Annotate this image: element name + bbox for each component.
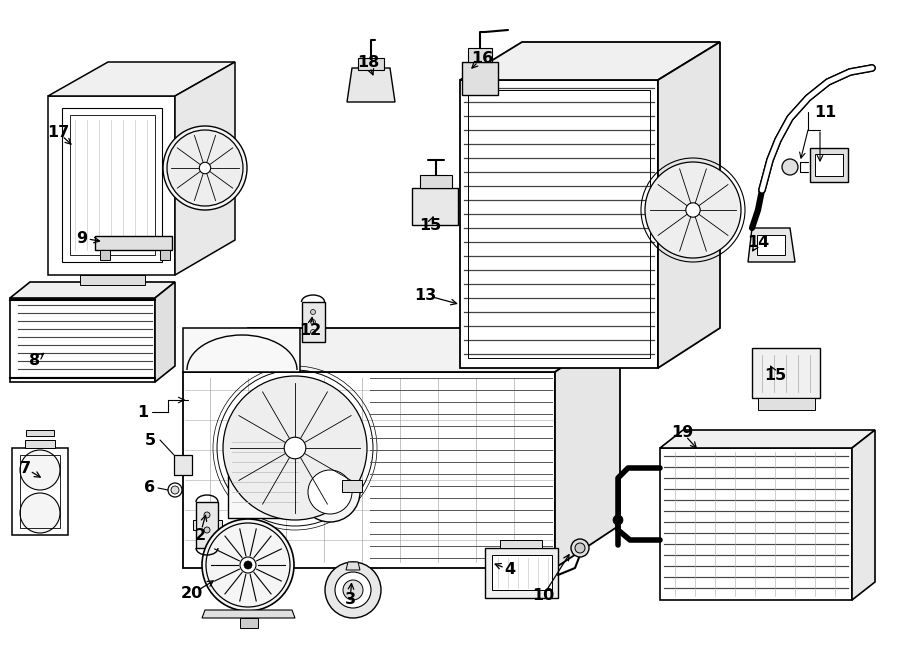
Text: 1: 1: [137, 404, 148, 420]
Polygon shape: [240, 618, 258, 628]
Text: 12: 12: [299, 322, 321, 338]
Polygon shape: [70, 115, 155, 255]
Polygon shape: [748, 228, 795, 262]
Circle shape: [167, 130, 243, 206]
Polygon shape: [160, 250, 170, 260]
Polygon shape: [202, 610, 295, 618]
Polygon shape: [810, 148, 848, 182]
Circle shape: [223, 376, 367, 520]
Polygon shape: [347, 68, 395, 102]
Polygon shape: [460, 42, 720, 80]
Polygon shape: [302, 302, 325, 342]
Text: 7: 7: [20, 461, 31, 475]
Polygon shape: [485, 548, 558, 598]
Polygon shape: [852, 430, 875, 600]
Text: 14: 14: [747, 234, 770, 250]
Polygon shape: [660, 448, 852, 600]
Polygon shape: [555, 328, 620, 568]
Polygon shape: [757, 235, 785, 255]
Polygon shape: [420, 175, 452, 188]
Polygon shape: [80, 275, 145, 285]
Circle shape: [613, 515, 623, 525]
Polygon shape: [460, 80, 658, 368]
Circle shape: [204, 527, 210, 533]
Circle shape: [686, 203, 700, 217]
Polygon shape: [183, 328, 620, 372]
Polygon shape: [155, 282, 175, 382]
Text: 4: 4: [504, 563, 516, 577]
Polygon shape: [468, 48, 492, 62]
Polygon shape: [342, 480, 362, 492]
Circle shape: [308, 470, 352, 514]
Circle shape: [335, 572, 371, 608]
Polygon shape: [48, 96, 175, 275]
Polygon shape: [358, 58, 384, 70]
Polygon shape: [758, 398, 815, 410]
Polygon shape: [175, 62, 235, 275]
Text: 8: 8: [30, 352, 40, 367]
Text: 13: 13: [414, 287, 436, 303]
Circle shape: [310, 330, 316, 334]
Circle shape: [782, 159, 798, 175]
Text: 6: 6: [144, 481, 156, 495]
Polygon shape: [196, 502, 218, 548]
Text: 2: 2: [194, 528, 205, 542]
Text: 19: 19: [670, 424, 693, 440]
Polygon shape: [462, 62, 498, 95]
Circle shape: [284, 437, 306, 459]
Circle shape: [645, 162, 741, 258]
Circle shape: [300, 462, 360, 522]
Polygon shape: [218, 520, 222, 530]
Polygon shape: [815, 154, 843, 176]
Circle shape: [163, 126, 247, 210]
Circle shape: [325, 562, 381, 618]
Polygon shape: [228, 432, 302, 518]
Circle shape: [310, 310, 316, 314]
Text: 9: 9: [76, 230, 87, 246]
Circle shape: [244, 561, 252, 569]
Polygon shape: [174, 455, 192, 475]
Circle shape: [571, 539, 589, 557]
Polygon shape: [10, 298, 155, 382]
Text: 3: 3: [345, 592, 356, 608]
Polygon shape: [95, 236, 172, 250]
Polygon shape: [193, 520, 196, 530]
Polygon shape: [500, 540, 542, 548]
Circle shape: [20, 493, 60, 533]
Circle shape: [240, 557, 256, 573]
Text: 11: 11: [814, 105, 836, 120]
Text: 5: 5: [145, 432, 156, 448]
Polygon shape: [10, 282, 175, 298]
Circle shape: [171, 486, 179, 494]
Polygon shape: [660, 430, 875, 448]
Polygon shape: [752, 348, 820, 398]
Polygon shape: [183, 372, 555, 568]
Circle shape: [204, 512, 210, 518]
Polygon shape: [12, 448, 68, 535]
Circle shape: [199, 162, 211, 173]
Circle shape: [168, 483, 182, 497]
Text: 20: 20: [181, 587, 203, 602]
Circle shape: [310, 320, 316, 324]
Text: 17: 17: [47, 124, 69, 140]
Text: 15: 15: [418, 218, 441, 232]
Polygon shape: [658, 42, 720, 368]
Text: 10: 10: [532, 589, 554, 604]
Polygon shape: [26, 430, 54, 436]
Circle shape: [575, 543, 585, 553]
Polygon shape: [346, 562, 360, 570]
Polygon shape: [100, 250, 110, 260]
Text: 15: 15: [764, 367, 786, 383]
Polygon shape: [492, 555, 552, 590]
Text: 16: 16: [471, 50, 493, 66]
Text: 18: 18: [357, 54, 379, 70]
Polygon shape: [183, 328, 300, 372]
Circle shape: [343, 580, 363, 600]
Polygon shape: [62, 108, 162, 262]
Circle shape: [202, 519, 294, 611]
Polygon shape: [412, 188, 458, 225]
Circle shape: [20, 450, 60, 490]
Polygon shape: [48, 62, 235, 96]
Polygon shape: [25, 440, 55, 448]
